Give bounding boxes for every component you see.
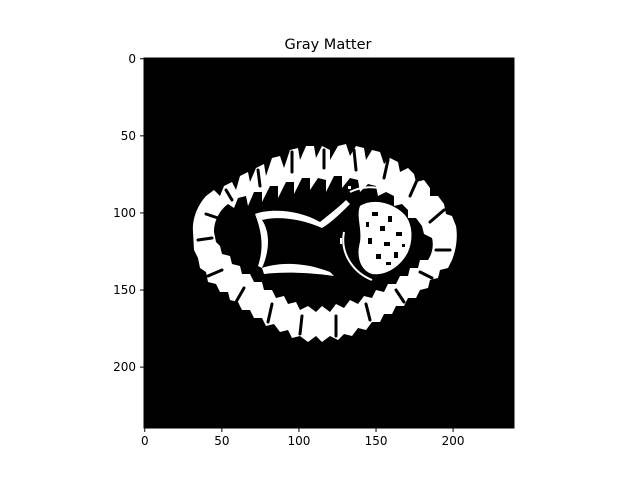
- ventricle-upper-edge: [255, 200, 350, 228]
- putamen-region: [358, 201, 412, 275]
- axes-frame: [143, 57, 515, 429]
- y-tick-label: 50: [121, 129, 136, 143]
- x-tick-label: 0: [141, 434, 149, 448]
- y-axis: 0 50 100 150 200: [113, 52, 144, 374]
- plot-title: Gray Matter: [285, 37, 372, 53]
- deep-gray-matter: [255, 178, 412, 281]
- caudate-arc: [349, 186, 385, 193]
- ventricle-lower-edge: [262, 263, 334, 276]
- y-tick-label: 100: [113, 206, 136, 220]
- ventricle-left-edge: [255, 214, 268, 268]
- sulci: [196, 148, 452, 338]
- gray-matter-mask: [192, 144, 457, 342]
- y-tick-label: 0: [128, 52, 136, 66]
- thalamus-arc: [342, 231, 373, 281]
- x-tick-label: 100: [287, 434, 310, 448]
- y-tick-label: 150: [113, 283, 136, 297]
- putamen-texture: [366, 212, 405, 265]
- x-tick-label: 200: [442, 434, 465, 448]
- x-axis: 0 50 100 150 200: [141, 428, 465, 448]
- x-tick-label: 150: [365, 434, 388, 448]
- y-tick-label: 200: [113, 360, 136, 374]
- x-tick-label: 50: [214, 434, 229, 448]
